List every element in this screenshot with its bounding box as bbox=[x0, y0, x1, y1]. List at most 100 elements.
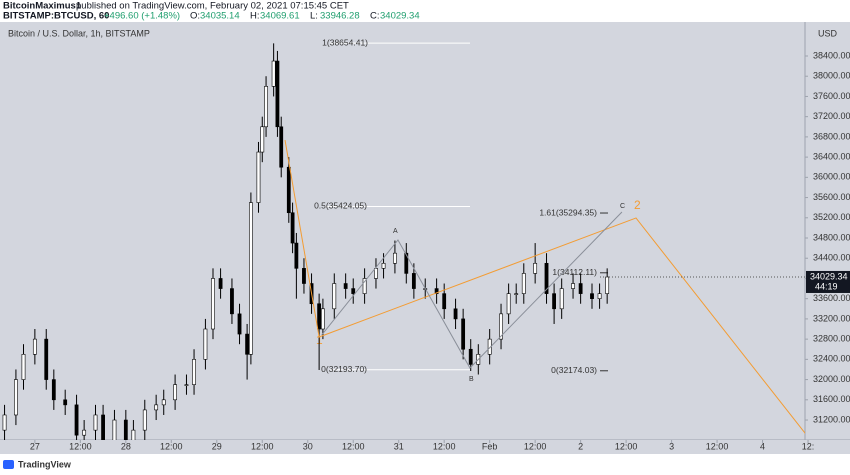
candle-body bbox=[374, 268, 378, 279]
x-tick-label: 31 bbox=[394, 441, 404, 451]
candle-body bbox=[381, 262, 386, 269]
candle-body bbox=[123, 419, 128, 440]
candle-body bbox=[317, 303, 322, 330]
last-price-badge bbox=[806, 270, 850, 293]
x-tick-label: 27 bbox=[30, 441, 40, 451]
candle-body bbox=[101, 414, 105, 440]
candle-body bbox=[184, 384, 189, 386]
y-tick-label: 32400.00 bbox=[813, 354, 850, 364]
candle-body bbox=[434, 288, 439, 294]
candle-body bbox=[44, 338, 49, 380]
wave-label: 2 bbox=[634, 198, 641, 212]
candle-body bbox=[248, 202, 253, 355]
candle-body bbox=[218, 278, 223, 289]
ohlc: O: 34035.14 H: 34069.61 L: 33946.28 C: 34029.34 bbox=[190, 11, 420, 22]
plot-bg bbox=[0, 22, 805, 440]
candle-body bbox=[211, 278, 215, 330]
candle-body bbox=[290, 212, 295, 244]
x-tick-label: 4 bbox=[760, 441, 765, 451]
candle-body bbox=[264, 86, 268, 128]
candle-body bbox=[271, 60, 276, 87]
candle-body bbox=[521, 273, 526, 294]
x-tick-label: 29 bbox=[212, 441, 222, 451]
brand-logo bbox=[3, 460, 14, 469]
y-tick-label: 36000.00 bbox=[813, 172, 850, 182]
candle-body bbox=[260, 126, 265, 153]
x-tick-label: 12:00 bbox=[342, 441, 365, 451]
candle-body bbox=[74, 404, 79, 436]
y-tick-label: 31200.00 bbox=[813, 414, 850, 424]
candle-body bbox=[32, 338, 37, 355]
candle-body bbox=[468, 348, 473, 365]
ohlc-value: 34029.34 bbox=[380, 11, 420, 22]
y-tick-label: 35600.00 bbox=[813, 192, 850, 202]
candle-body bbox=[21, 354, 26, 380]
candle-body bbox=[597, 293, 602, 299]
ohlc-label: H: bbox=[250, 11, 260, 22]
ohlc-label: O: bbox=[190, 11, 200, 22]
x-tick-label: 12:00 bbox=[615, 441, 638, 451]
candle-body bbox=[142, 409, 147, 431]
x-tick-label: 12:00 bbox=[69, 441, 92, 451]
candle-body bbox=[302, 268, 306, 284]
change: +496.60 (+1.48%) bbox=[104, 11, 180, 22]
candle-body bbox=[192, 359, 196, 385]
candle-body bbox=[544, 262, 549, 294]
candle-body bbox=[131, 429, 136, 440]
wave-label: A bbox=[393, 228, 398, 235]
candle-body bbox=[533, 262, 538, 274]
x-tick-label: 12:00 bbox=[251, 441, 274, 451]
candle-body bbox=[82, 429, 87, 436]
wave-label: C bbox=[620, 203, 625, 210]
x-tick-label: 12:00 bbox=[706, 441, 729, 451]
x-tick-label: 12:00 bbox=[433, 441, 456, 451]
fib-label: 1.61(35294.35) bbox=[539, 207, 597, 217]
wave-label: B bbox=[469, 376, 474, 383]
wave-line bbox=[321, 211, 623, 369]
candle-body bbox=[605, 276, 610, 294]
candle-body bbox=[275, 60, 280, 128]
y-tick-label: 34800.00 bbox=[813, 232, 850, 242]
candle-body bbox=[321, 308, 325, 330]
x-tick-label: 28 bbox=[121, 441, 131, 451]
y-tick-label: 36800.00 bbox=[813, 131, 850, 141]
x-tick-label: 12:00 bbox=[524, 441, 547, 451]
candle-body bbox=[453, 308, 458, 320]
x-tick-label: 3 bbox=[669, 441, 674, 451]
y-tick-label: 31600.00 bbox=[813, 394, 850, 404]
candle-body bbox=[173, 384, 177, 401]
last-price: 34029.34 bbox=[810, 271, 848, 281]
candle-body bbox=[51, 379, 56, 401]
publisher: BitcoinMaximus1 bbox=[3, 1, 82, 12]
candle-body bbox=[256, 151, 261, 203]
plot: 1(38654.41) 0.5(35424.05) 0(32193.70) 1.61(… bbox=[2, 37, 805, 440]
chart-title: Bitcoin / U.S. Dollar, 1h, BITSTAMP bbox=[8, 28, 150, 38]
time-axis-bg bbox=[0, 440, 850, 454]
candle-body bbox=[506, 293, 511, 315]
x-tick-label: 30 bbox=[303, 441, 313, 451]
ohlc-value: 34035.14 bbox=[200, 11, 240, 22]
candle-body bbox=[294, 242, 299, 269]
y-tick-label: 35200.00 bbox=[813, 212, 850, 222]
candle-body bbox=[559, 288, 564, 310]
y-tick-label: 34400.00 bbox=[813, 253, 850, 263]
fib-label: 0.5(35424.05) bbox=[314, 201, 367, 211]
x-tick-label: 12:00 bbox=[160, 441, 183, 451]
published: published on TradingView.com, February 0… bbox=[76, 1, 349, 12]
y-tick-label: 32800.00 bbox=[813, 334, 850, 344]
candle-body bbox=[404, 252, 409, 274]
y-tick-label: 37600.00 bbox=[813, 91, 850, 101]
candle-body bbox=[2, 414, 7, 431]
candle-body bbox=[154, 404, 159, 411]
y-tick-label: 33200.00 bbox=[813, 313, 850, 323]
candle-body bbox=[237, 313, 242, 335]
candle-body bbox=[14, 379, 18, 416]
candle-body bbox=[112, 419, 117, 440]
candle-body bbox=[552, 293, 557, 310]
candle-body bbox=[362, 278, 367, 294]
candle-body bbox=[343, 283, 348, 289]
ohlc-label: L: bbox=[310, 11, 318, 22]
y-tick-label: 38000.00 bbox=[813, 71, 850, 81]
